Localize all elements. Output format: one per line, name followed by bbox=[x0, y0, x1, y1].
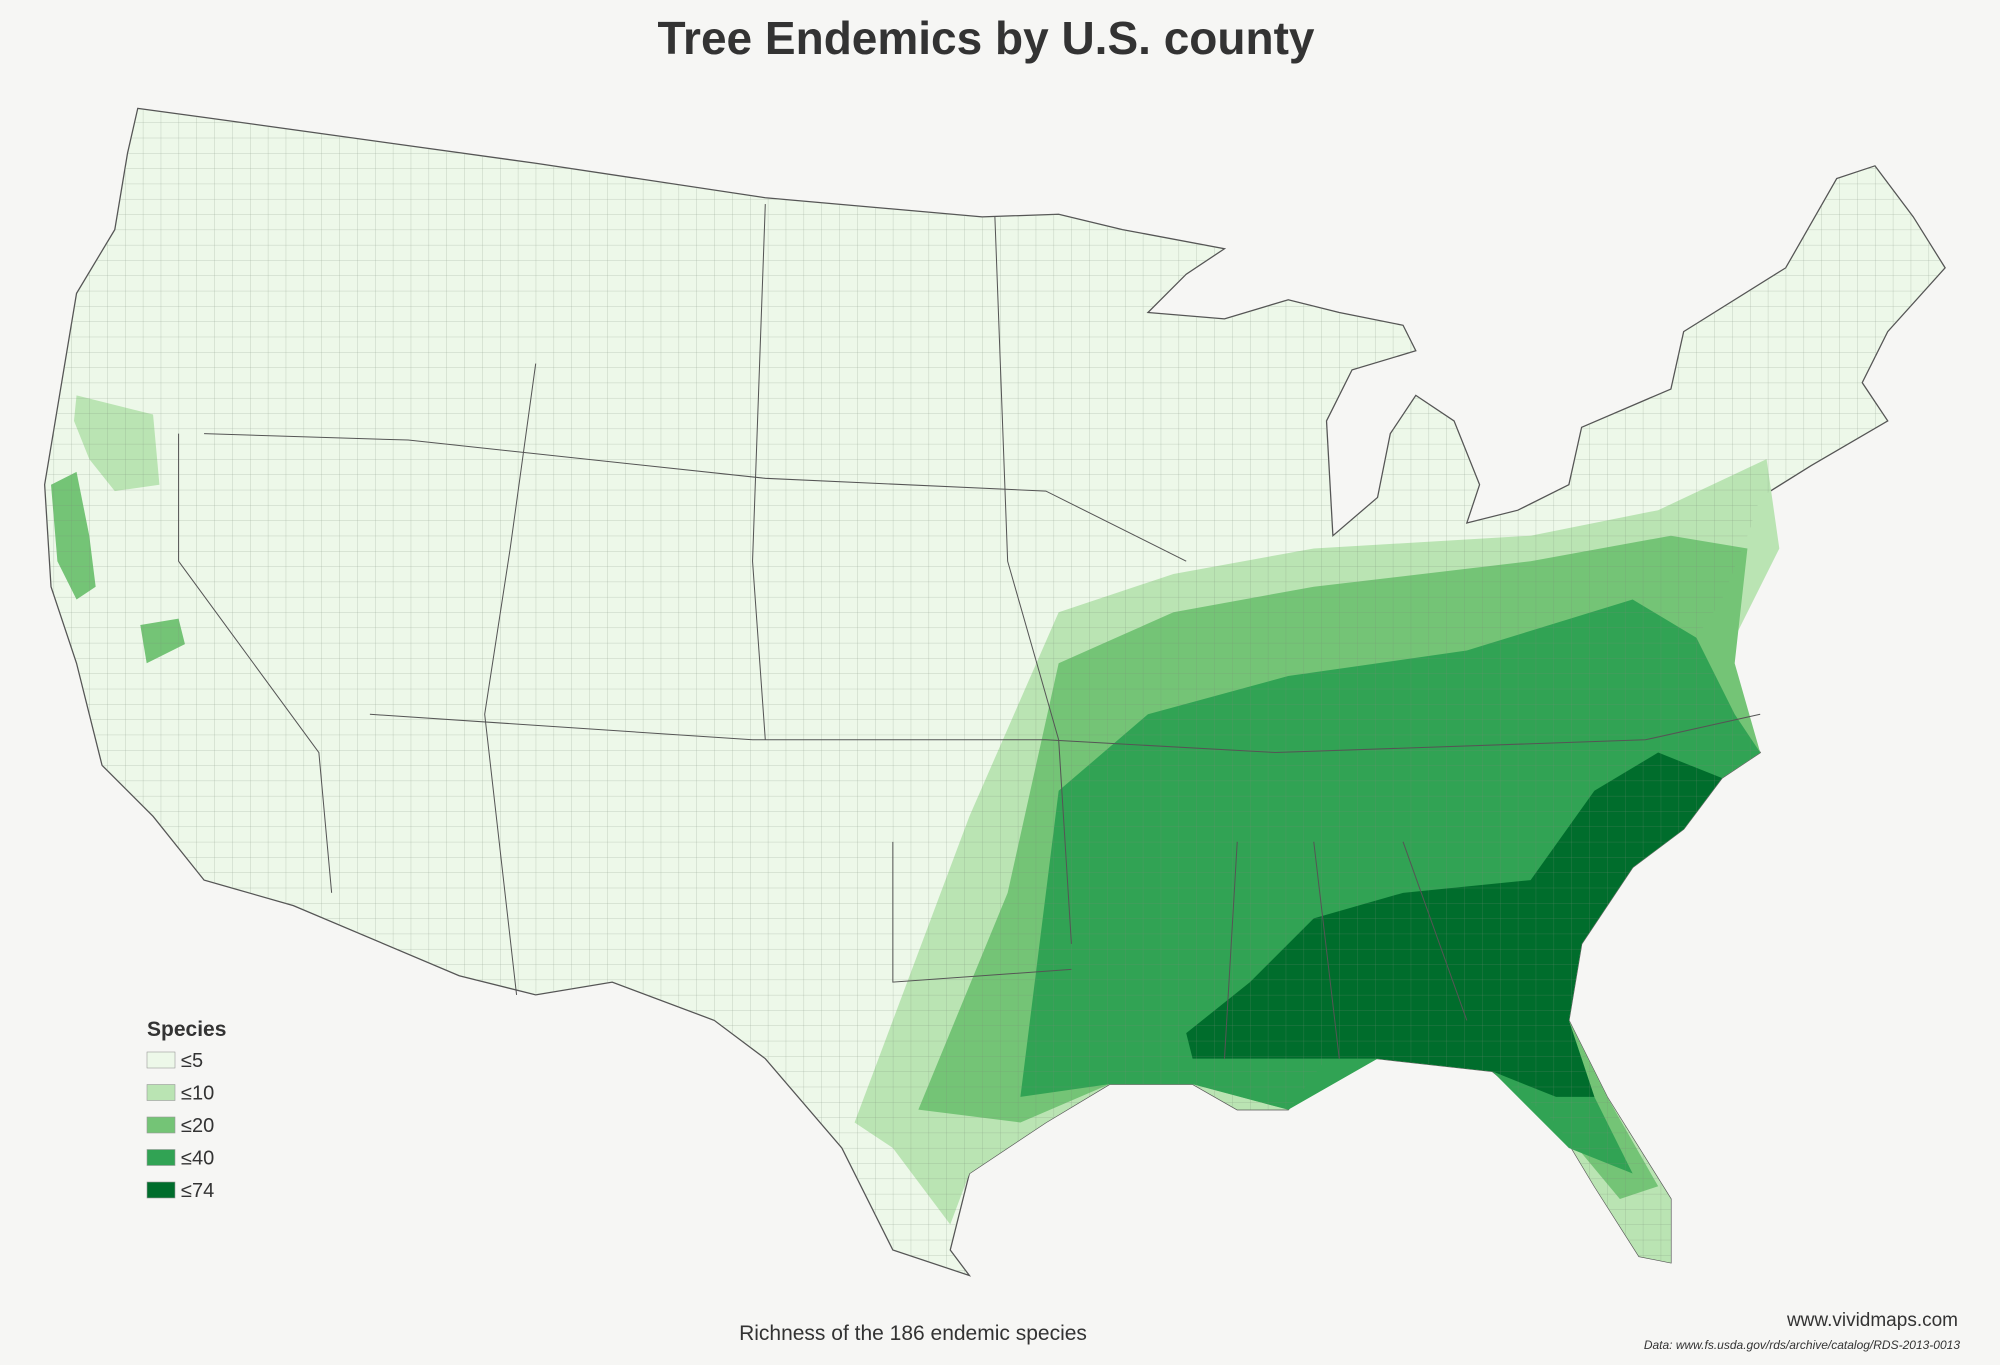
legend-swatch bbox=[146, 1084, 176, 1101]
legend-label: ≤20 bbox=[181, 1115, 214, 1137]
legend-label: ≤5 bbox=[181, 1050, 203, 1072]
state-lines bbox=[178, 204, 1761, 1059]
legend-title: Species bbox=[147, 1018, 226, 1041]
subtitle: Richness of the 186 endemic species bbox=[739, 1322, 1087, 1345]
legend-swatch bbox=[146, 1116, 176, 1134]
legend-label: ≤74 bbox=[181, 1180, 214, 1202]
legend-swatch bbox=[146, 1181, 176, 1199]
site-credit: www.vividmaps.com bbox=[1786, 1310, 1958, 1331]
legend-label: ≤40 bbox=[181, 1148, 214, 1170]
legend: ≤5 ≤10 ≤20 ≤40 ≤74 bbox=[146, 1050, 214, 1202]
county-texture bbox=[44, 108, 1946, 1276]
data-source: Data: www.fs.usda.gov/rds/archive/catalo… bbox=[1644, 1338, 1960, 1352]
legend-label: ≤10 bbox=[181, 1083, 214, 1105]
title: Tree Endemics by U.S. county bbox=[658, 12, 1315, 64]
legend-swatch bbox=[146, 1051, 176, 1069]
legend-swatch bbox=[146, 1149, 176, 1166]
map bbox=[44, 107, 1946, 1277]
